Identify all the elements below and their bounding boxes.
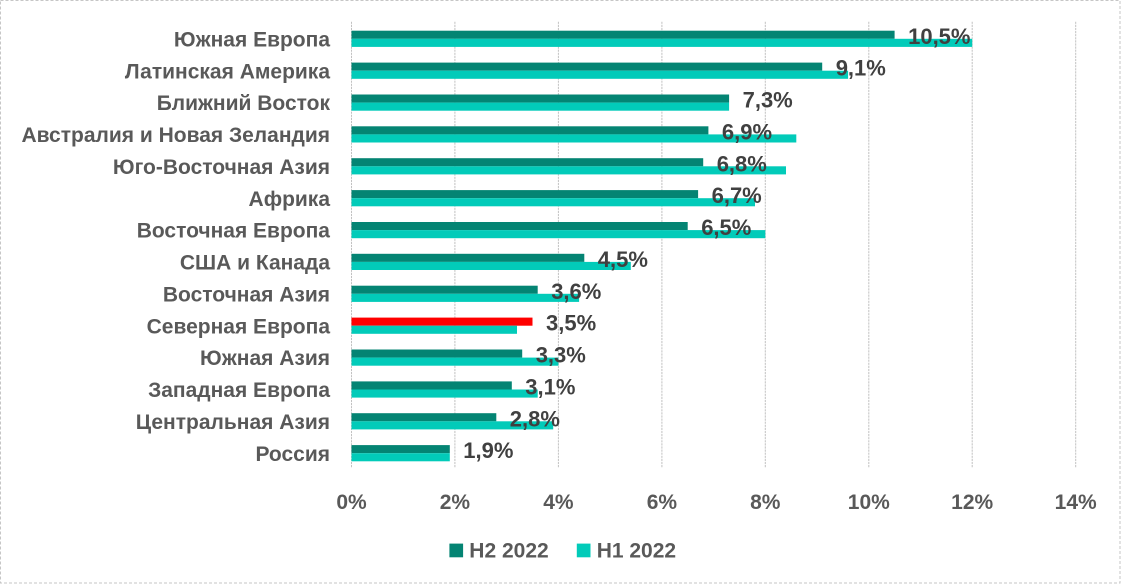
svg-text:Россия: Россия	[255, 443, 330, 466]
svg-text:Латинская Америка: Латинская Америка	[125, 60, 330, 83]
svg-text:1,9%: 1,9%	[463, 438, 513, 463]
svg-text:Южная Азия: Южная Азия	[200, 347, 330, 370]
svg-text:Юго-Восточная Азия: Юго-Восточная Азия	[113, 156, 330, 179]
svg-text:Восточная Азия: Восточная Азия	[163, 283, 330, 306]
svg-text:3,3%: 3,3%	[536, 343, 586, 368]
svg-text:9,1%: 9,1%	[836, 56, 886, 81]
svg-text:6,7%: 6,7%	[712, 183, 762, 208]
svg-text:Африка: Африка	[249, 188, 331, 211]
svg-text:3,6%: 3,6%	[551, 279, 601, 304]
svg-text:H1 2022: H1 2022	[597, 539, 676, 562]
svg-text:3,5%: 3,5%	[546, 311, 596, 336]
svg-text:6%: 6%	[647, 491, 678, 514]
svg-text:Восточная Европа: Восточная Европа	[137, 220, 331, 243]
svg-text:Западная Европа: Западная Европа	[148, 379, 330, 402]
svg-text:Южная Европа: Южная Европа	[174, 28, 331, 51]
svg-text:10%: 10%	[848, 491, 890, 514]
svg-text:10,5%: 10,5%	[908, 24, 970, 49]
svg-text:США и Канада: США и Канада	[180, 252, 330, 275]
svg-text:7,3%: 7,3%	[743, 88, 793, 113]
svg-text:4%: 4%	[543, 491, 574, 514]
svg-text:2,8%: 2,8%	[510, 406, 560, 431]
svg-text:12%: 12%	[951, 491, 993, 514]
svg-text:Ближний Восток: Ближний Восток	[157, 92, 331, 115]
svg-text:Австралия и Новая Зеландия: Австралия и Новая Зеландия	[21, 124, 330, 147]
svg-text:2%: 2%	[440, 491, 471, 514]
svg-text:H2 2022: H2 2022	[469, 539, 548, 562]
svg-text:6,8%: 6,8%	[717, 151, 767, 176]
svg-text:3,1%: 3,1%	[525, 375, 575, 400]
svg-text:Центральная Азия: Центральная Азия	[136, 411, 330, 434]
svg-text:6,5%: 6,5%	[701, 215, 751, 240]
svg-text:Северная Европа: Северная Европа	[147, 315, 331, 338]
svg-text:4,5%: 4,5%	[598, 247, 648, 272]
svg-text:8%: 8%	[750, 491, 781, 514]
svg-text:6,9%: 6,9%	[722, 119, 772, 144]
svg-text:0%: 0%	[336, 491, 367, 514]
svg-text:14%: 14%	[1055, 491, 1097, 514]
